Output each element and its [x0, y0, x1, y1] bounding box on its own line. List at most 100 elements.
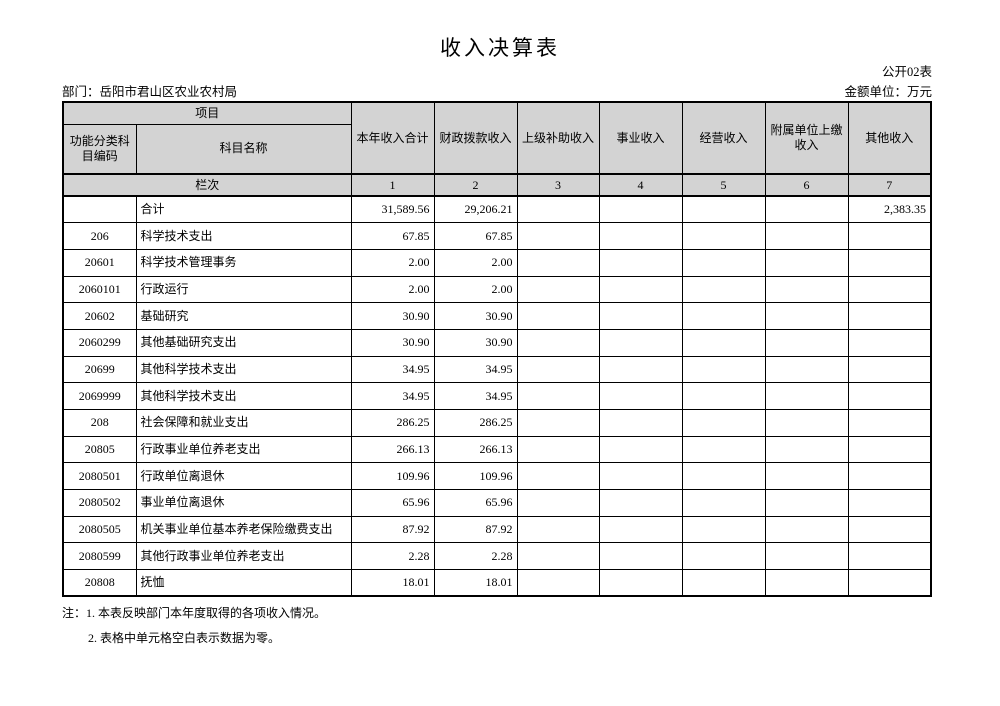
code-cell: 2060299 [62, 328, 137, 357]
value-cell [847, 275, 932, 304]
code-cell: 20699 [62, 355, 137, 384]
table-row: 20601 科学技术管理事务 2.00 2.00 [62, 248, 932, 277]
value-cell: 18.01 [433, 569, 518, 597]
value-cell [847, 409, 932, 437]
value-cell [681, 248, 766, 277]
value-cell: 2.28 [433, 542, 518, 571]
name-cell: 事业单位离退休 [135, 489, 352, 517]
header-col-total-income: 本年收入合计 [350, 101, 435, 175]
note-line-2: 2. 表格中单元格空白表示数据为零。 [88, 631, 281, 645]
table-row: 2080502 事业单位离退休 65.96 65.96 [62, 489, 932, 517]
notes: 注：1. 本表反映部门本年度取得的各项收入情况。 2. 表格中单元格空白表示数据… [62, 601, 326, 651]
note-line-1: 注：1. 本表反映部门本年度取得的各项收入情况。 [62, 606, 327, 620]
value-cell [516, 222, 600, 250]
table-row: 206 科学技术支出 67.85 67.85 [62, 222, 932, 250]
code-cell: 20601 [62, 248, 137, 277]
value-cell [681, 195, 766, 224]
value-cell: 109.96 [350, 462, 435, 491]
value-cell: 2.00 [350, 275, 435, 304]
value-cell [681, 515, 766, 544]
rank-number-6: 6 [764, 173, 849, 197]
name-cell: 科学技术管理事务 [135, 248, 352, 277]
value-cell [516, 542, 600, 571]
value-cell [681, 328, 766, 357]
value-cell [598, 222, 683, 250]
name-cell: 其他科学技术支出 [135, 355, 352, 384]
value-cell [764, 248, 849, 277]
value-cell [847, 222, 932, 250]
value-cell [681, 382, 766, 410]
header-row-subcols: 功能分类科目编码 科目名称 [62, 123, 931, 175]
value-cell [764, 355, 849, 384]
table-row: 208 社会保障和就业支出 286.25 286.25 [62, 409, 932, 437]
header-col-function-code: 功能分类科目编码 [62, 123, 137, 175]
value-cell [516, 328, 600, 357]
rank-number-7: 7 [847, 173, 932, 197]
table-row-total: 合计 31,589.56 29,206.21 2,383.35 [62, 195, 932, 224]
code-cell: 20805 [62, 435, 137, 464]
value-cell [847, 489, 932, 517]
table-row: 2080505 机关事业单位基本养老保险缴费支出 87.92 87.92 [62, 515, 932, 544]
code-cell: 206 [62, 222, 137, 250]
value-cell [681, 542, 766, 571]
value-cell [681, 569, 766, 597]
name-cell: 其他行政事业单位养老支出 [135, 542, 352, 571]
value-cell: 87.92 [350, 515, 435, 544]
name-cell: 机关事业单位基本养老保险缴费支出 [135, 515, 352, 544]
value-cell: 34.95 [433, 382, 518, 410]
value-cell [764, 542, 849, 571]
rank-label: 栏次 [62, 173, 352, 197]
name-cell: 抚恤 [135, 569, 352, 597]
value-cell: 34.95 [433, 355, 518, 384]
value-cell [764, 569, 849, 597]
value-cell [516, 462, 600, 491]
rank-number-1: 1 [350, 173, 435, 197]
income-accounts-table: 项目 本年收入合计 财政拨款收入 上级补助收入 事业收入 经营收入 附属单位上缴… [62, 101, 933, 598]
value-cell [764, 382, 849, 410]
value-cell [764, 435, 849, 464]
value-cell: 18.01 [350, 569, 435, 597]
header-col-other-income: 其他收入 [847, 101, 932, 175]
value-cell: 2.00 [433, 248, 518, 277]
header-row-project: 项目 本年收入合计 财政拨款收入 上级补助收入 事业收入 经营收入 附属单位上缴… [62, 101, 932, 175]
header-col-operating-income: 经营收入 [681, 101, 766, 175]
value-cell [516, 515, 600, 544]
value-cell: 67.85 [350, 222, 435, 250]
code-cell: 208 [62, 409, 137, 437]
value-cell: 286.25 [350, 409, 435, 437]
name-cell: 行政单位离退休 [135, 462, 352, 491]
code-cell: 2060101 [62, 275, 137, 304]
rank-number-5: 5 [681, 173, 766, 197]
value-cell [764, 195, 849, 224]
value-cell [598, 355, 683, 384]
table-row: 20808 抚恤 18.01 18.01 [62, 569, 932, 597]
value-cell [681, 435, 766, 464]
value-cell [516, 302, 600, 330]
table-row: 2080599 其他行政事业单位养老支出 2.28 2.28 [62, 542, 932, 571]
value-cell [681, 355, 766, 384]
value-cell [598, 382, 683, 410]
value-cell [681, 462, 766, 491]
value-cell [598, 435, 683, 464]
value-cell [598, 462, 683, 491]
value-cell: 2,383.35 [847, 195, 932, 224]
value-cell: 109.96 [433, 462, 518, 491]
code-cell: 2080505 [62, 515, 137, 544]
value-cell: 30.90 [350, 328, 435, 357]
rank-number-4: 4 [598, 173, 683, 197]
value-cell [516, 489, 600, 517]
value-cell [847, 542, 932, 571]
value-cell [847, 462, 932, 491]
value-cell [598, 515, 683, 544]
table-row: 2080501 行政单位离退休 109.96 109.96 [62, 462, 932, 491]
name-cell: 行政事业单位养老支出 [135, 435, 352, 464]
value-cell: 30.90 [433, 328, 518, 357]
value-cell [764, 222, 849, 250]
value-cell [516, 435, 600, 464]
value-cell: 286.25 [433, 409, 518, 437]
value-cell [516, 409, 600, 437]
value-cell [598, 195, 683, 224]
value-cell: 29,206.21 [433, 195, 518, 224]
value-cell [516, 382, 600, 410]
value-cell [764, 462, 849, 491]
